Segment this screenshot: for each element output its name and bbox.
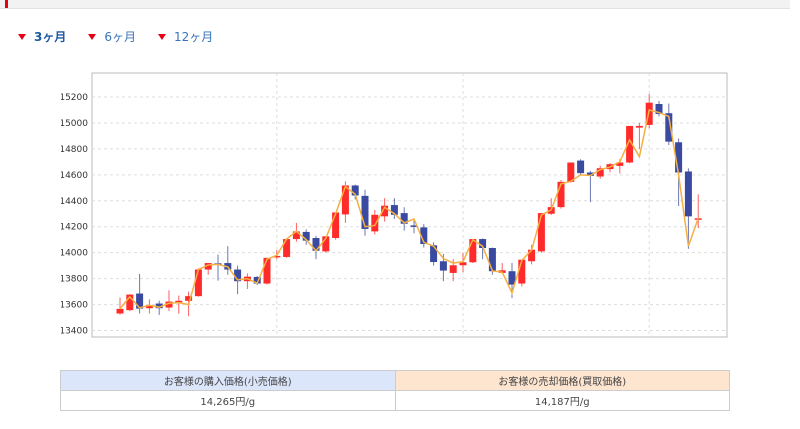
candle-body	[302, 231, 310, 241]
y-tick-label: 14200	[61, 223, 88, 233]
candle-body	[557, 181, 565, 208]
y-tick-label: 14600	[61, 171, 88, 181]
period-tabs: 3ヶ月 6ヶ月 12ヶ月	[18, 28, 235, 45]
candle-body	[253, 276, 261, 284]
candle-body	[430, 245, 438, 263]
candle-body	[322, 236, 330, 252]
candle-body	[586, 172, 594, 176]
candle-body	[665, 113, 673, 142]
candle-body	[175, 300, 183, 303]
y-tick-label: 14400	[61, 197, 88, 207]
triangle-down-icon	[88, 33, 97, 40]
y-tick-label: 15200	[61, 93, 88, 103]
candle-body	[136, 293, 144, 309]
candle-body	[537, 213, 545, 252]
sell-price-value: 14,187円/g	[394, 390, 730, 411]
candle-body	[684, 171, 692, 217]
candle-body	[577, 160, 585, 174]
y-tick-label: 13400	[61, 327, 88, 337]
y-tick-label: 14000	[61, 249, 88, 259]
buy-price-header: お客様の購入価格(小売価格)	[60, 370, 396, 391]
tab-6-months[interactable]: 6ヶ月	[88, 28, 136, 45]
tab-label: 6ヶ月	[104, 30, 136, 44]
candle-body	[528, 249, 536, 262]
price-table: お客様の購入価格(小売価格) お客様の売却価格(買取価格) 14,265円/g …	[60, 370, 730, 411]
tab-label: 12ヶ月	[174, 30, 214, 44]
candle-body	[204, 263, 212, 270]
triangle-down-icon	[18, 33, 26, 40]
candle-body	[508, 271, 516, 285]
candle-body	[488, 248, 496, 272]
candle-body	[635, 125, 643, 128]
sell-price-header: お客様の売却価格(買取価格)	[394, 370, 730, 391]
price-chart: 13400 13600 13800 14000 14200 14400 14600 14800…	[59, 68, 729, 353]
candle-body	[439, 261, 447, 271]
candle-body	[410, 225, 418, 227]
candle-body	[479, 239, 487, 249]
candle-body	[351, 185, 359, 196]
candle-body	[596, 168, 604, 177]
candle-body	[626, 125, 634, 163]
candle-body	[116, 308, 124, 314]
candle-body	[675, 142, 683, 173]
candle-body	[518, 259, 526, 284]
candle-body	[400, 213, 408, 224]
top-bar	[0, 0, 790, 9]
candle-body	[567, 162, 575, 182]
candle-body	[449, 265, 457, 273]
triangle-down-icon	[158, 33, 166, 40]
candle-body	[165, 301, 173, 308]
candle-body	[263, 257, 271, 284]
tab-12-months[interactable]: 12ヶ月	[158, 28, 213, 45]
y-tick-label: 15000	[61, 119, 88, 129]
buy-price-value: 14,265円/g	[60, 390, 396, 411]
candle-body	[616, 162, 624, 166]
y-tick-label: 14800	[61, 145, 88, 155]
candle-body	[420, 227, 428, 244]
candle-body	[459, 262, 467, 266]
candle-body	[155, 303, 163, 309]
tab-label: 3ヶ月	[34, 30, 67, 44]
price-line	[119, 109, 699, 310]
candle-body	[145, 305, 153, 309]
candle-body	[126, 294, 134, 311]
candle-body	[645, 102, 653, 125]
candle-body	[185, 296, 193, 301]
candle-body	[234, 269, 242, 282]
candle-body	[655, 104, 663, 114]
candle-body	[194, 269, 202, 297]
candle-body	[469, 239, 477, 263]
y-tick-label: 13800	[61, 275, 88, 285]
candle-body	[371, 214, 379, 232]
candle-body	[341, 185, 349, 215]
accent-bar	[5, 0, 8, 8]
candle-body	[332, 212, 340, 239]
candle-body	[381, 205, 389, 217]
candle-body	[292, 231, 300, 240]
y-tick-label: 13600	[61, 301, 88, 311]
candle-body	[283, 239, 291, 257]
candle-body	[390, 205, 398, 215]
candle-body	[312, 238, 320, 251]
candle-body	[361, 195, 369, 229]
tab-3-months[interactable]: 3ヶ月	[18, 28, 66, 45]
candle-body	[273, 255, 281, 258]
candlestick-chart: 13400 13600 13800 14000 14200 14400 14600 14800…	[59, 72, 728, 353]
